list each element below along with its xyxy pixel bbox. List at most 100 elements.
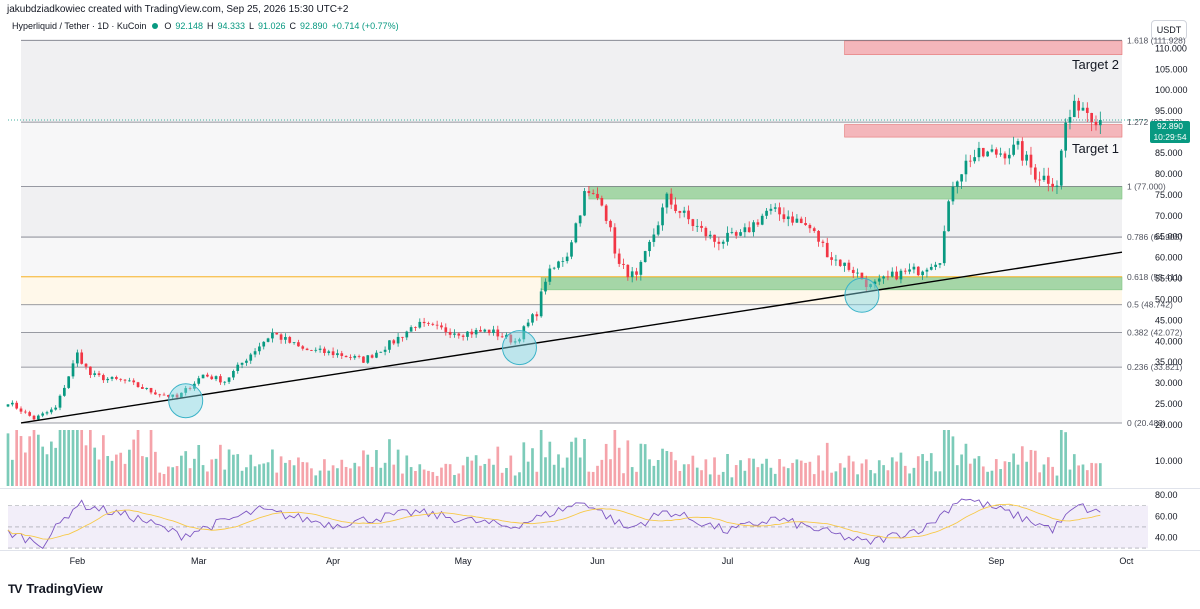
candle-body <box>41 413 45 416</box>
candle-body <box>1046 175 1050 184</box>
volume-bar <box>258 464 261 486</box>
candle-body <box>782 214 786 220</box>
candle-body <box>830 257 833 260</box>
candle-body <box>752 222 755 233</box>
volume-bar <box>284 462 287 486</box>
volume-bar <box>136 430 140 486</box>
candle-body <box>587 191 591 194</box>
candle-body <box>591 193 595 194</box>
candle-body <box>804 223 807 226</box>
candle-body <box>362 356 365 363</box>
candle-body <box>656 225 660 235</box>
candle-body <box>557 261 560 268</box>
volume-bar <box>1012 453 1015 486</box>
candle-body <box>1029 154 1033 168</box>
candle-body <box>864 279 868 288</box>
candle-body <box>925 269 929 272</box>
candle-body <box>704 227 708 237</box>
candle-body <box>349 357 352 358</box>
volume-bar <box>110 460 114 486</box>
candle-body <box>67 376 71 388</box>
volume-bar <box>669 451 673 486</box>
open-label: O <box>164 21 172 31</box>
candle-body <box>760 215 764 225</box>
candle-body <box>370 355 374 358</box>
symbol-title[interactable]: Hyperliquid / Tether · 1D · KuCoin <box>12 21 147 31</box>
candle-body <box>305 348 309 351</box>
volume-bar <box>509 455 513 486</box>
volume-bar <box>470 460 474 486</box>
volume-bar <box>188 468 192 486</box>
candle-body <box>1007 154 1011 159</box>
volume-bar <box>825 442 829 486</box>
volume-bar <box>93 447 97 486</box>
tradingview-logo[interactable]: TV TradingView <box>8 581 103 596</box>
volume-bar <box>379 467 383 486</box>
candle-body <box>136 382 140 387</box>
candle-body <box>968 160 972 162</box>
volume-bar <box>128 449 131 486</box>
volume-bar <box>45 454 49 486</box>
volume-bar <box>54 447 58 486</box>
candle-body <box>162 394 166 396</box>
volume-bar <box>756 467 760 486</box>
volume-bar <box>596 465 599 486</box>
candle-body <box>154 392 157 395</box>
candle-body <box>197 378 201 384</box>
volume-bar <box>682 464 686 486</box>
candle-body <box>812 228 816 231</box>
candle-body <box>63 387 66 396</box>
candle-body <box>535 314 539 317</box>
volume-bar <box>115 454 118 486</box>
candle-body <box>691 219 695 227</box>
volume-bar <box>288 460 292 486</box>
volume-bar <box>834 471 838 486</box>
volume-bar <box>838 463 842 486</box>
volume-bar <box>496 446 500 486</box>
candle-body <box>682 210 686 213</box>
volume-bar <box>795 459 799 486</box>
price-axis-label: 95.000 <box>1155 106 1183 116</box>
volume-bar <box>791 462 794 486</box>
candle-body <box>110 377 114 379</box>
candle-body <box>340 353 344 356</box>
candle-body <box>93 373 97 375</box>
candle-body <box>838 259 842 266</box>
volume-bar <box>1016 464 1020 486</box>
candle-body <box>942 231 946 264</box>
rsi-axis-label: 40.00 <box>1155 532 1178 542</box>
volume-bar <box>232 454 235 486</box>
candle-body <box>700 225 703 228</box>
candle-body <box>912 266 916 270</box>
tradingview-logo-mark: TV <box>8 581 22 596</box>
price-axis-label: 25.000 <box>1155 399 1183 409</box>
volume-bar <box>1090 462 1093 486</box>
currency-button[interactable]: USDT <box>1151 20 1187 40</box>
volume-bar <box>721 471 725 486</box>
volume-bar <box>474 455 478 486</box>
price-axis-label: 35.000 <box>1155 357 1183 367</box>
candle-body <box>353 356 357 358</box>
volume-bar <box>604 443 608 486</box>
volume-bar <box>1064 432 1067 486</box>
candle-body <box>288 337 292 343</box>
candle-body <box>990 149 994 152</box>
candle-body <box>1038 179 1041 181</box>
price-axis-label: 100.000 <box>1155 85 1188 95</box>
volume-bar <box>561 467 565 486</box>
volume-bar <box>167 466 170 486</box>
volume-bar <box>908 473 911 486</box>
candle-body <box>730 232 734 233</box>
volume-bar <box>622 473 625 486</box>
candle-body <box>401 336 404 338</box>
candle-body <box>123 379 127 381</box>
candle-body <box>687 210 690 220</box>
volume-bar <box>422 469 426 486</box>
volume-bar <box>899 452 903 486</box>
volume-bar <box>882 465 885 486</box>
volume-bar <box>219 444 222 486</box>
candle-body <box>765 210 768 216</box>
volume-bar <box>687 464 690 486</box>
volume-bar <box>691 455 695 486</box>
